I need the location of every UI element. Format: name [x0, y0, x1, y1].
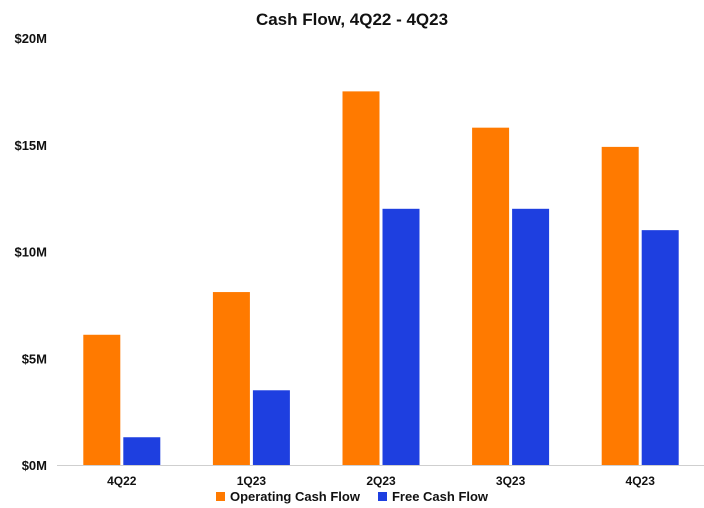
bar-free-cash-flow	[641, 230, 679, 465]
legend-item-operating: Operating Cash Flow	[215, 489, 360, 504]
bar-free-cash-flow	[382, 208, 420, 466]
bar-operating-cash-flow	[342, 91, 380, 465]
bar-free-cash-flow	[123, 437, 161, 465]
y-tick-label: $5M	[22, 351, 47, 366]
legend-swatch-operating	[215, 492, 225, 501]
legend-swatch-free	[377, 492, 387, 501]
x-tick-label: 2Q23	[366, 474, 396, 488]
legend-label-operating: Operating Cash Flow	[229, 489, 360, 504]
x-tick-label: 3Q23	[496, 474, 526, 488]
y-tick-label: $0M	[22, 458, 47, 473]
legend-label-free: Free Cash Flow	[391, 489, 489, 504]
x-tick-label: 4Q23	[626, 474, 656, 488]
bar-operating-cash-flow	[212, 292, 250, 465]
y-tick-label: $10M	[14, 245, 47, 260]
bar-operating-cash-flow	[472, 127, 510, 466]
bar-operating-cash-flow	[83, 334, 121, 465]
bar-free-cash-flow	[252, 390, 290, 465]
x-tick-label: 4Q22	[107, 474, 137, 488]
bar-operating-cash-flow	[601, 146, 639, 465]
bar-free-cash-flow	[512, 208, 550, 466]
chart-title: Cash Flow, 4Q22 - 4Q23	[255, 10, 449, 29]
y-tick-label: $20M	[14, 31, 47, 46]
chart-legend: Operating Cash Flow Free Cash Flow	[0, 489, 704, 504]
y-tick-label: $15M	[14, 138, 47, 153]
x-tick-label: 1Q23	[237, 474, 267, 488]
legend-item-free: Free Cash Flow	[377, 489, 489, 504]
